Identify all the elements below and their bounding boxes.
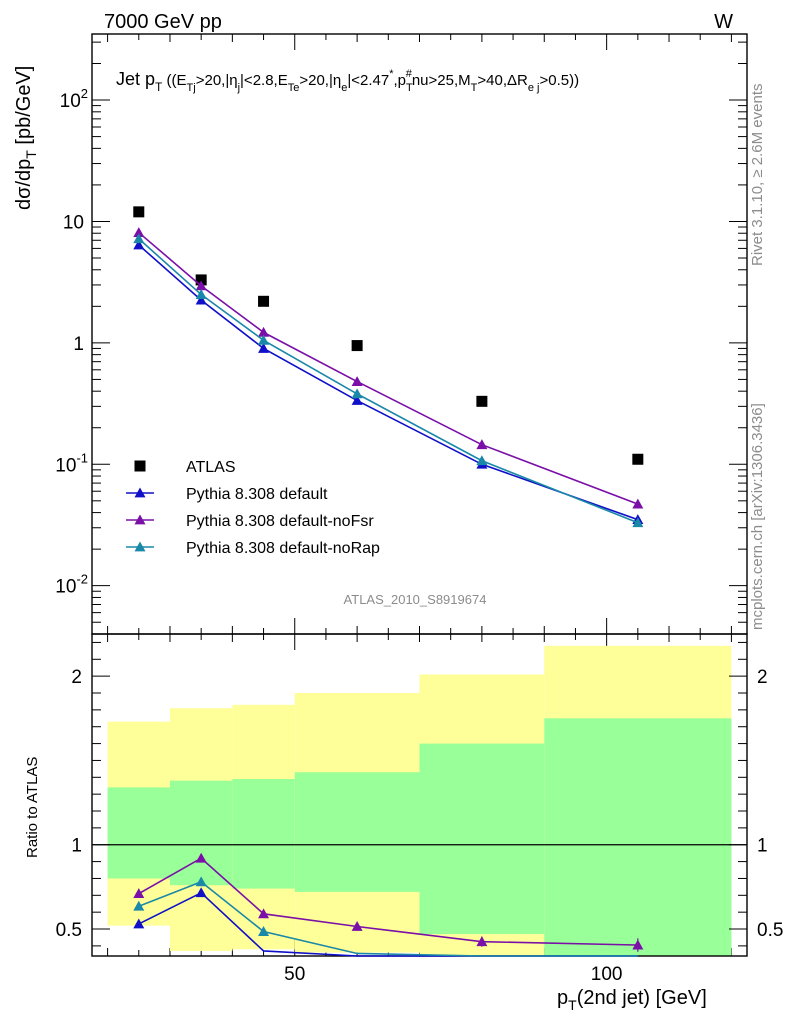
rivet-version-label: Rivet 3.1.10, ≥ 2.6M events [749, 84, 766, 267]
ratio-series-point [133, 900, 145, 911]
series-point [476, 455, 488, 466]
ratio-y-tick-label-right: 2 [757, 667, 768, 688]
main-y-tick-label: 10-1 [55, 450, 88, 476]
series-point [351, 388, 363, 399]
ratio-series-point [195, 852, 207, 863]
legend-marker [134, 460, 146, 472]
series-point [632, 498, 644, 509]
legend-entry-label: Pythia 8.308 default-noRap [186, 540, 380, 557]
main-y-axis-label: dσ/dpT [pb/GeV] [13, 66, 39, 210]
series-point [133, 239, 145, 250]
series-point [133, 233, 145, 244]
ratio-series-line [138, 880, 638, 957]
ratio-series-point [195, 876, 207, 887]
ratio-series-point [195, 887, 207, 898]
ratio-y-tick-label-right: 1 [757, 836, 768, 857]
series-point [351, 395, 363, 405]
series-point [195, 294, 207, 305]
legend-marker [134, 514, 146, 525]
svg-text:dσ/dpT [pb/GeV]: dσ/dpT [pb/GeV] [13, 66, 39, 210]
svg-text:pT(2nd jet) [GeV]: pT(2nd jet) [GeV] [557, 987, 707, 1013]
ratio-series-point [133, 888, 145, 899]
ratio-series-point [258, 926, 270, 936]
ratio-series-group [133, 852, 644, 957]
ratio-bottom-mask [91, 957, 748, 963]
ratio-y-tick-label-right: 0.5 [757, 920, 783, 941]
data-point [476, 395, 488, 407]
legend-entry-label: Pythia 8.308 default-noFsr [186, 513, 374, 530]
main-y-tick-label: 1 [73, 334, 84, 355]
x-axis-label: pT(2nd jet) [GeV] [557, 987, 707, 1013]
ratio-series-line [138, 857, 638, 946]
energy-label: 7000 GeV pp [104, 11, 222, 33]
svg-text:Jet pT ((ETj>20,|ηj|<2.8,ETe>2: Jet pT ((ETj>20,|ηj|<2.8,ETe>20,|ηe|<2.4… [116, 68, 579, 94]
series-point [195, 289, 207, 299]
data-point [351, 340, 363, 352]
legend-marker [134, 541, 146, 552]
green-band-bin [419, 743, 545, 935]
main-y-tick-label: 102 [60, 86, 88, 112]
ratio-series-point [133, 918, 145, 929]
series-point [258, 326, 270, 337]
ratio-y-tick-label: 1 [71, 836, 82, 857]
series-point [476, 439, 488, 450]
series-point [133, 227, 145, 237]
x-tick-label: 50 [284, 964, 305, 985]
legend-entry-label: Pythia 8.308 default [186, 486, 328, 503]
series-point [351, 376, 363, 386]
series-point [195, 280, 207, 291]
main-y-tick-label: 10-2 [55, 572, 88, 598]
legend-entry-label: ATLAS [186, 459, 236, 476]
data-point [133, 206, 145, 218]
ratio-y-axis-label: Ratio to ATLAS [24, 757, 41, 858]
analysis-label: ATLAS_2010_S8919674 [344, 592, 487, 607]
green-band-bin [169, 780, 233, 886]
main-y-tick-label: 10 [63, 212, 84, 233]
data-point [258, 295, 270, 307]
series-line [138, 231, 639, 505]
series-point [258, 334, 270, 345]
green-band-bin [232, 778, 295, 889]
mcplots-label: mcplots.cern.ch [arXiv:1306.3436] [749, 403, 766, 630]
series-point [258, 342, 270, 353]
series-point [632, 517, 644, 528]
green-band-bin [107, 787, 170, 879]
green-band-bin [294, 772, 420, 892]
main-title: Jet pT ((ETj>20,|ηj|<2.8,ETe>20,|ηe|<2.4… [116, 68, 579, 94]
ratio-y-tick-label: 0.5 [56, 920, 82, 941]
legend-marker [134, 487, 146, 498]
ratio-y-tick-label: 2 [71, 667, 82, 688]
data-point [632, 453, 644, 465]
series-line [138, 238, 639, 524]
legend: ATLAS Pythia 8.308 default Pythia 8.308 de… [126, 459, 380, 557]
ratio-series-point [351, 920, 363, 931]
data-point [195, 274, 207, 286]
series-line [138, 244, 639, 521]
process-label: W [714, 11, 733, 33]
ratio-series-point [258, 908, 270, 919]
x-tick-label: 100 [591, 964, 623, 985]
green-band-bin [544, 718, 732, 956]
